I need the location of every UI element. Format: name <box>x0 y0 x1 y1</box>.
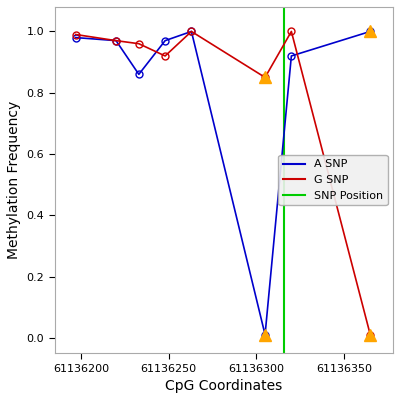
Y-axis label: Methylation Frequency: Methylation Frequency <box>7 101 21 259</box>
Legend: A SNP, G SNP, SNP Position: A SNP, G SNP, SNP Position <box>278 155 388 205</box>
X-axis label: CpG Coordinates: CpG Coordinates <box>165 379 282 393</box>
